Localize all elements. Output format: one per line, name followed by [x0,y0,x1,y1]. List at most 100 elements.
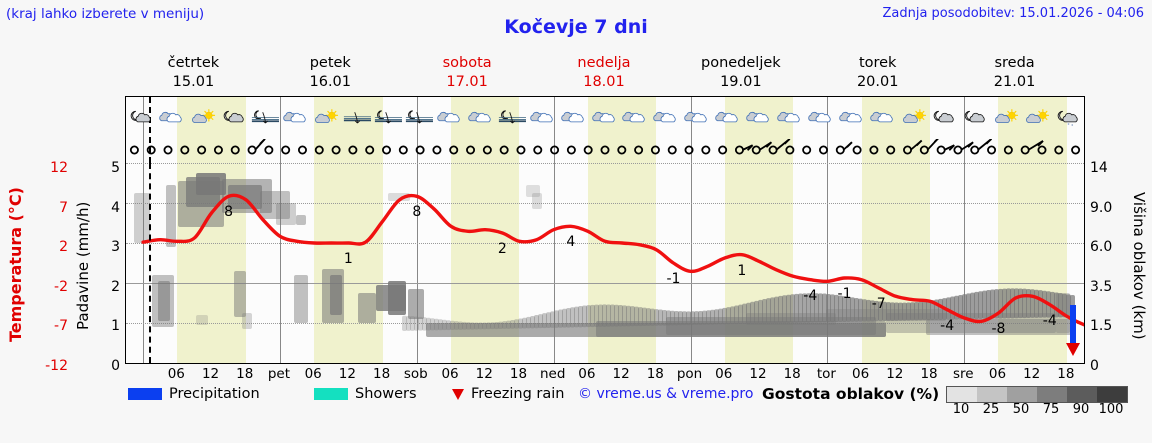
vertical-gridline [553,163,555,363]
density-swatch [977,387,1007,402]
day-header-6: torek 20.01 [809,54,946,92]
cloud-blue-icon [591,99,620,139]
cloud-blue-icon [683,99,712,139]
cloud-blue-icon [529,99,558,139]
cloud-height-tick: 3.5 [1090,278,1113,295]
vertical-gridline [964,97,966,163]
cloud-blue-icon [745,99,774,139]
vertical-gridline [416,97,418,163]
time-tick: 06 [988,366,1007,382]
day-header-1: četrtek 15.01 [125,54,262,92]
precipitation-tick: 0 [111,358,120,374]
temperature-value-label: -4 [803,287,818,304]
vertical-gridline [143,163,145,363]
time-tick: pon [676,366,703,382]
precipitation-tick: 1 [111,318,120,335]
moon-fog-icon [374,99,403,139]
day-header-3: sobota 17.01 [399,54,536,92]
moon-cloud-snow-icon: * * [1054,99,1083,139]
time-axis-ticks: 06 12 18 pet 06 12 18 sob 06 12 18 ned 06 12 18 pon 06 12… [125,366,1085,384]
chart-legend: Precipitation Showers Freezing rain © vr… [128,385,1148,426]
moon-fog-icon [251,99,280,139]
time-tick: 06 [441,366,459,382]
temperature-value-label: 2 [497,241,507,257]
day-name: sreda [994,55,1035,71]
day-header-4: nedelja 18.01 [536,54,673,92]
legend-showers-label: Showers [355,386,417,402]
day-name: petek [309,55,351,71]
horizontal-gridline [126,243,1084,244]
moon-cloud-icon [220,99,249,139]
sun-cloud-icon [992,99,1021,139]
svg-text:*: * [1071,124,1073,129]
cloud-density-field [134,173,1076,337]
day-name: sobota [442,55,492,71]
daylight-band [998,163,1067,363]
vertical-gridline [143,97,145,163]
copyright-link[interactable]: © vreme.us & vreme.pro [578,386,754,402]
cloud-height-axis-ticks: 14 9.0 6.0 3.5 1.5 0 [1090,160,1124,374]
temperature-line [141,193,1084,327]
temperature-tick: 7 [59,199,68,216]
precipitation-tick: 2 [111,278,120,295]
cloud-blue-icon [714,99,743,139]
time-tick: 12 [338,366,356,382]
time-tick: 06 [304,366,322,382]
density-swatch [1007,387,1037,402]
vertical-gridline [827,97,829,163]
density-tick: 25 [982,402,1000,417]
moon-cloud-icon [127,99,156,139]
time-tick: 12 [475,366,493,382]
temperature-tick: 2 [59,239,68,256]
moon-cloud-icon [961,99,990,139]
legend-freezing-rain-label: Freezing rain [471,386,565,402]
time-tick: sob [403,366,428,382]
temperature-tick: -7 [54,318,68,335]
precipitation-bar [1070,305,1076,345]
day-date: 17.01 [446,74,488,90]
day-header-row: četrtek 15.01 petek 16.01 sobota 17.01 nedelja… [125,54,1085,92]
precipitation-tick: 3 [111,239,120,256]
time-tick: 18 [373,366,391,382]
vertical-gridline [690,163,692,363]
legend-freezing-rain: Freezing rain [452,386,564,402]
density-swatch [947,387,977,402]
cloud-height-tick: 6.0 [1090,239,1113,256]
density-tick: 100 [1098,402,1124,417]
temperature-tick: 12 [50,160,68,176]
horizontal-gridline [126,203,1084,204]
day-date: 15.01 [172,74,215,90]
fog-icon [343,99,372,139]
moon-cloud-icon [930,99,959,139]
sun-cloud-icon [312,99,341,139]
time-tick: 06 [167,366,185,382]
day-header-2: petek 16.01 [262,54,399,92]
time-tick: 06 [852,366,870,382]
time-tick: 18 [920,366,938,382]
horizontal-gridline [126,163,1084,164]
cloud-blue-icon [621,99,650,139]
temperature-axis-ticks: 12 7 2 -2 -7 -12 [34,160,68,374]
temperature-value-label: 8 [412,204,422,221]
time-tick: 12 [749,366,767,382]
density-tick: 50 [1012,402,1030,417]
cloud-height-tick: 0 [1090,358,1099,374]
sun-cloud-icon [900,99,929,139]
cloud-blue-icon [869,99,898,139]
wind-barb-row [129,139,1081,155]
page-title: Kočevje 7 dni [504,16,648,38]
time-tick: 06 [715,366,733,382]
density-tick: 90 [1072,402,1090,417]
density-tick: 75 [1042,402,1060,417]
temperature-value-label: -1 [666,271,681,287]
day-name: nedelja [577,55,631,71]
temperature-value-label: -4 [940,317,955,334]
day-name: ponedeljek [701,55,781,71]
precipitation-axis-ticks: 5 4 3 2 1 0 [100,160,122,374]
temperature-value-label: 8 [224,204,234,221]
cloud-height-tick: 14 [1090,160,1108,176]
vertical-gridline [553,97,555,163]
time-tick: 18 [783,366,801,382]
